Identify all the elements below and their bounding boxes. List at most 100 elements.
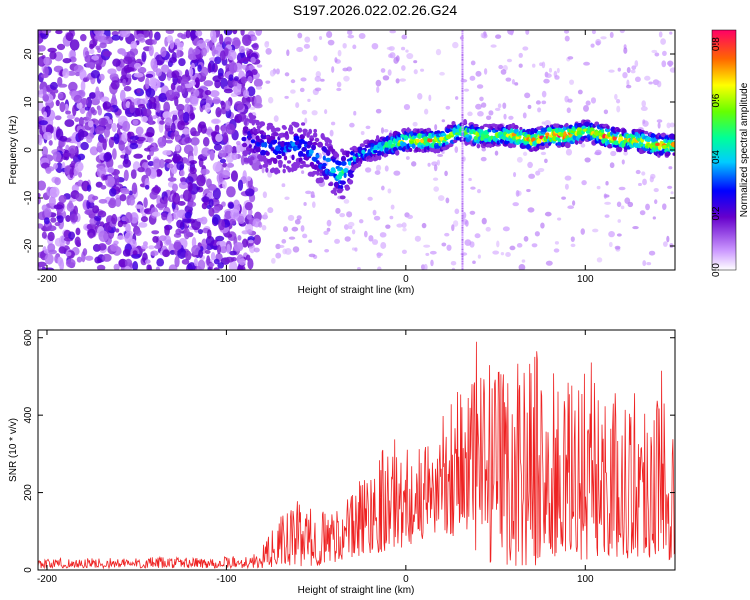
spectrogram-artifact-cell <box>461 217 464 220</box>
spectrogram-noise-cell <box>226 243 231 254</box>
spectrogram-faint-cell <box>275 243 281 250</box>
spectrogram-faint-cell <box>528 173 536 179</box>
spectrogram-faint-cell <box>622 71 628 79</box>
spectrogram-faint-cell <box>570 243 576 248</box>
spectrogram-noise-cell <box>148 102 157 109</box>
spectrogram-noise-cell <box>190 137 200 146</box>
spectrogram-faint-cell <box>505 252 511 258</box>
spectrogram-noise-cell <box>124 265 131 270</box>
spectrogram-faint-cell <box>294 219 301 225</box>
spectrogram-artifact-cell <box>461 63 464 66</box>
spectrogram-noise-cell <box>161 64 170 73</box>
spectrogram-noise-cell <box>149 77 158 87</box>
spectrogram-faint-cell <box>585 100 591 106</box>
spectrogram-faint-cell <box>666 235 670 243</box>
spectrogram-faint-cell <box>526 188 531 193</box>
spectrogram-ridge-cell <box>533 133 538 139</box>
spectrogram-ridge-cell <box>373 149 378 154</box>
spectrogram-noise-cell <box>254 94 262 107</box>
spectrogram-faint-cell <box>580 143 586 148</box>
spectrogram-faint-cell <box>634 76 641 83</box>
spectrogram-noise-cell <box>111 122 117 133</box>
spectrogram-faint-cell <box>479 96 484 102</box>
spectrogram-faint-cell <box>284 72 290 77</box>
spectrogram-faint-cell <box>315 71 322 78</box>
spectrogram-noise-cell <box>110 80 120 90</box>
spectrogram-noise-cell <box>86 136 93 144</box>
chart-title: S197.2026.022.02.26.G24 <box>292 2 458 18</box>
spectrogram-noise-cell <box>185 176 194 185</box>
spectrogram-noise-cell <box>84 50 90 57</box>
spectrogram-artifact-cell <box>461 123 464 126</box>
spectrogram-noise-cell <box>99 73 105 81</box>
spectrogram-faint-cell <box>311 110 318 116</box>
spectrogram-faint-cell <box>297 32 303 39</box>
spectrogram-noise-cell <box>229 250 237 256</box>
spectrogram-noise-cell <box>73 205 79 216</box>
spectrogram-ridge-cell <box>618 136 624 143</box>
spectrogram-faint-cell <box>617 219 622 223</box>
spectrogram-faint-cell <box>645 203 650 211</box>
spectrogram-noise-cell <box>247 86 256 97</box>
spectrogram-faint-cell <box>644 75 651 81</box>
spectrogram-ridge-cell <box>277 159 283 166</box>
spectrogram-ridge-cell <box>589 127 595 133</box>
spectrogram-faint-cell <box>296 215 302 221</box>
spectrogram-noise-cell <box>176 49 181 59</box>
spectrogram-noise-cell <box>207 62 212 74</box>
spectrogram-noise-cell <box>42 86 47 97</box>
spectrogram-faint-cell <box>640 106 648 112</box>
spectrogram-faint-cell <box>393 57 399 64</box>
spectrogram-noise-cell <box>57 76 63 86</box>
spectrogram-faint-cell <box>610 150 617 157</box>
spectrogram-noise-cell <box>111 213 118 225</box>
spectrogram-noise-cell <box>38 37 44 44</box>
snr-x-tick-label: -200 <box>37 574 57 585</box>
spectrogram-ridge-cell <box>455 128 460 133</box>
spectrogram-ridge-cell <box>261 135 267 140</box>
spectrogram-ridge-cell <box>312 141 318 146</box>
spectrogram-faint-cell <box>480 102 487 108</box>
spectrogram-faint-cell <box>326 219 332 227</box>
spectrogram-noise-cell <box>150 250 159 257</box>
spectrogram-faint-cell <box>661 60 667 68</box>
spectrogram-faint-cell <box>367 196 373 201</box>
spectrogram-ridge-cell <box>345 150 351 155</box>
spectrogram-faint-cell <box>337 49 342 57</box>
spectrogram-faint-cell <box>375 108 382 114</box>
spectrogram-faint-cell <box>642 260 647 267</box>
spectrogram-noise-cell <box>192 48 201 55</box>
spectrogram-ridge-cell <box>616 128 622 133</box>
spectrogram-noise-cell <box>167 177 177 182</box>
spectrogram-faint-cell <box>387 188 392 194</box>
spectrogram-ridge-cell <box>280 140 286 148</box>
spectrogram-noise-cell <box>124 232 133 244</box>
spectrogram-faint-cell <box>386 46 393 50</box>
spectrogram-faint-cell <box>308 239 313 243</box>
snr-background <box>38 330 675 570</box>
spectrogram-noise-cell <box>151 230 160 235</box>
snr-frame <box>37 329 676 571</box>
spectrogram-noise-cell <box>38 45 46 52</box>
spectrogram-noise-cell <box>58 235 67 246</box>
spectrogram-noise-cell <box>211 44 216 57</box>
spectrogram-faint-cell <box>502 226 510 232</box>
spectrogram-faint-cell <box>364 167 372 173</box>
spectrogram-ridge-cell <box>241 136 247 142</box>
spectrogram-ridge-cell <box>643 130 649 135</box>
spectrogram-artifact-cell <box>461 231 464 234</box>
spectrogram-faint-cell <box>627 201 634 208</box>
spectrogram-artifact-cell <box>461 258 464 260</box>
spectrogram-noise-cell <box>62 68 70 79</box>
spectrogram-noise-cell <box>59 135 68 142</box>
spectrogram-noise-cell <box>187 53 198 61</box>
spectrogram-noise-cell <box>234 101 244 111</box>
spectrogram-faint-cell <box>544 120 552 127</box>
spectrogram-artifact-cell <box>461 104 464 107</box>
spectrogram-faint-cell <box>334 57 338 63</box>
spectrogram-faint-cell <box>475 103 482 110</box>
spectrogram-faint-cell <box>241 230 249 235</box>
spectrogram-faint-cell <box>347 30 353 35</box>
spectrogram-noise-cell <box>132 97 143 106</box>
spectrogram-ridge-cell <box>273 139 278 144</box>
